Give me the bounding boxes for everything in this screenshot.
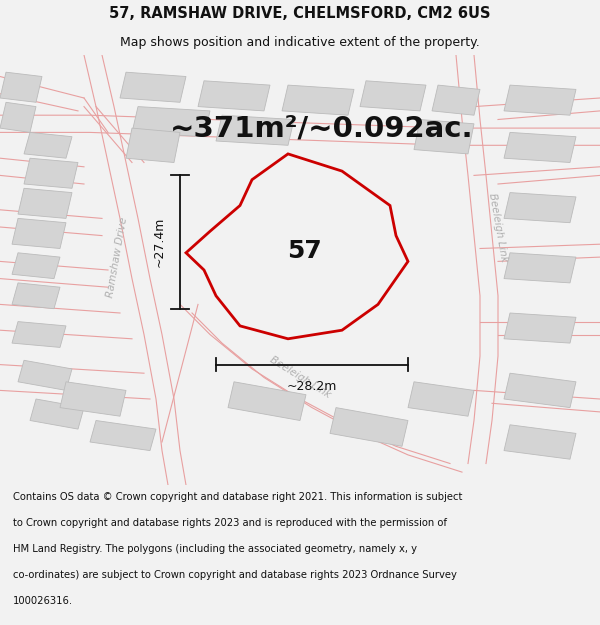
Polygon shape — [360, 81, 426, 111]
Text: ~371m²/~0.092ac.: ~371m²/~0.092ac. — [170, 114, 474, 142]
Polygon shape — [504, 85, 576, 115]
Polygon shape — [126, 128, 180, 162]
Polygon shape — [216, 115, 294, 145]
Polygon shape — [330, 408, 408, 446]
Polygon shape — [120, 72, 186, 102]
Polygon shape — [90, 421, 156, 451]
Polygon shape — [12, 218, 66, 249]
Polygon shape — [228, 382, 306, 421]
Polygon shape — [60, 382, 126, 416]
Text: Beeleigh Link: Beeleigh Link — [487, 192, 509, 262]
Polygon shape — [18, 360, 72, 391]
Text: ~28.2m: ~28.2m — [287, 379, 337, 392]
Text: HM Land Registry. The polygons (including the associated geometry, namely x, y: HM Land Registry. The polygons (includin… — [13, 544, 417, 554]
Polygon shape — [0, 102, 36, 132]
Text: to Crown copyright and database rights 2023 and is reproduced with the permissio: to Crown copyright and database rights 2… — [13, 518, 447, 528]
Text: 57: 57 — [287, 239, 322, 262]
Text: co-ordinates) are subject to Crown copyright and database rights 2023 Ordnance S: co-ordinates) are subject to Crown copyr… — [13, 570, 457, 580]
Text: 100026316.: 100026316. — [13, 596, 73, 606]
Polygon shape — [24, 132, 72, 158]
Polygon shape — [132, 107, 210, 137]
Polygon shape — [12, 253, 60, 279]
Polygon shape — [414, 119, 474, 154]
Text: ~27.4m: ~27.4m — [152, 217, 166, 268]
Polygon shape — [504, 192, 576, 222]
Polygon shape — [12, 322, 66, 348]
Text: Ramshaw Drive: Ramshaw Drive — [105, 216, 129, 298]
Polygon shape — [12, 283, 60, 309]
Text: Beeleigh Link: Beeleigh Link — [268, 355, 332, 400]
Polygon shape — [282, 85, 354, 115]
Polygon shape — [198, 81, 270, 111]
Polygon shape — [504, 132, 576, 162]
Polygon shape — [504, 425, 576, 459]
Polygon shape — [24, 158, 78, 188]
Polygon shape — [30, 399, 84, 429]
Text: Contains OS data © Crown copyright and database right 2021. This information is : Contains OS data © Crown copyright and d… — [13, 492, 463, 502]
Text: 57, RAMSHAW DRIVE, CHELMSFORD, CM2 6US: 57, RAMSHAW DRIVE, CHELMSFORD, CM2 6US — [109, 6, 491, 21]
Polygon shape — [504, 313, 576, 343]
Text: Map shows position and indicative extent of the property.: Map shows position and indicative extent… — [120, 36, 480, 49]
Polygon shape — [408, 382, 474, 416]
Polygon shape — [504, 373, 576, 408]
Polygon shape — [432, 85, 480, 115]
Polygon shape — [0, 72, 42, 102]
Polygon shape — [504, 253, 576, 283]
Polygon shape — [18, 188, 72, 218]
